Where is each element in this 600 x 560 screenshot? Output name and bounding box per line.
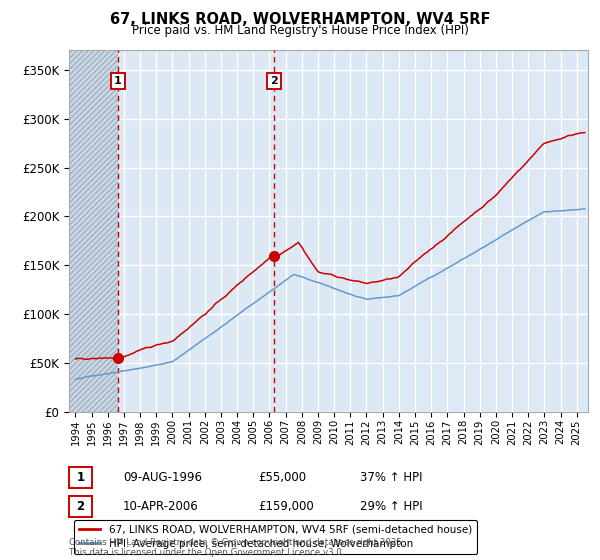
Legend: 67, LINKS ROAD, WOLVERHAMPTON, WV4 5RF (semi-detached house), HPI: Average price: 67, LINKS ROAD, WOLVERHAMPTON, WV4 5RF (… bbox=[74, 520, 477, 554]
Text: 10-APR-2006: 10-APR-2006 bbox=[123, 500, 199, 513]
Text: 67, LINKS ROAD, WOLVERHAMPTON, WV4 5RF: 67, LINKS ROAD, WOLVERHAMPTON, WV4 5RF bbox=[110, 12, 490, 27]
Text: 1: 1 bbox=[114, 76, 122, 86]
Text: 2: 2 bbox=[76, 500, 85, 514]
Text: £55,000: £55,000 bbox=[258, 470, 306, 484]
Text: Price paid vs. HM Land Registry's House Price Index (HPI): Price paid vs. HM Land Registry's House … bbox=[131, 24, 469, 37]
Text: Contains HM Land Registry data © Crown copyright and database right 2025.
This d: Contains HM Land Registry data © Crown c… bbox=[69, 538, 404, 557]
Text: 29% ↑ HPI: 29% ↑ HPI bbox=[360, 500, 422, 513]
Text: 2: 2 bbox=[270, 76, 278, 86]
Text: 09-AUG-1996: 09-AUG-1996 bbox=[123, 470, 202, 484]
Text: 1: 1 bbox=[76, 471, 85, 484]
Text: £159,000: £159,000 bbox=[258, 500, 314, 513]
Text: 37% ↑ HPI: 37% ↑ HPI bbox=[360, 470, 422, 484]
